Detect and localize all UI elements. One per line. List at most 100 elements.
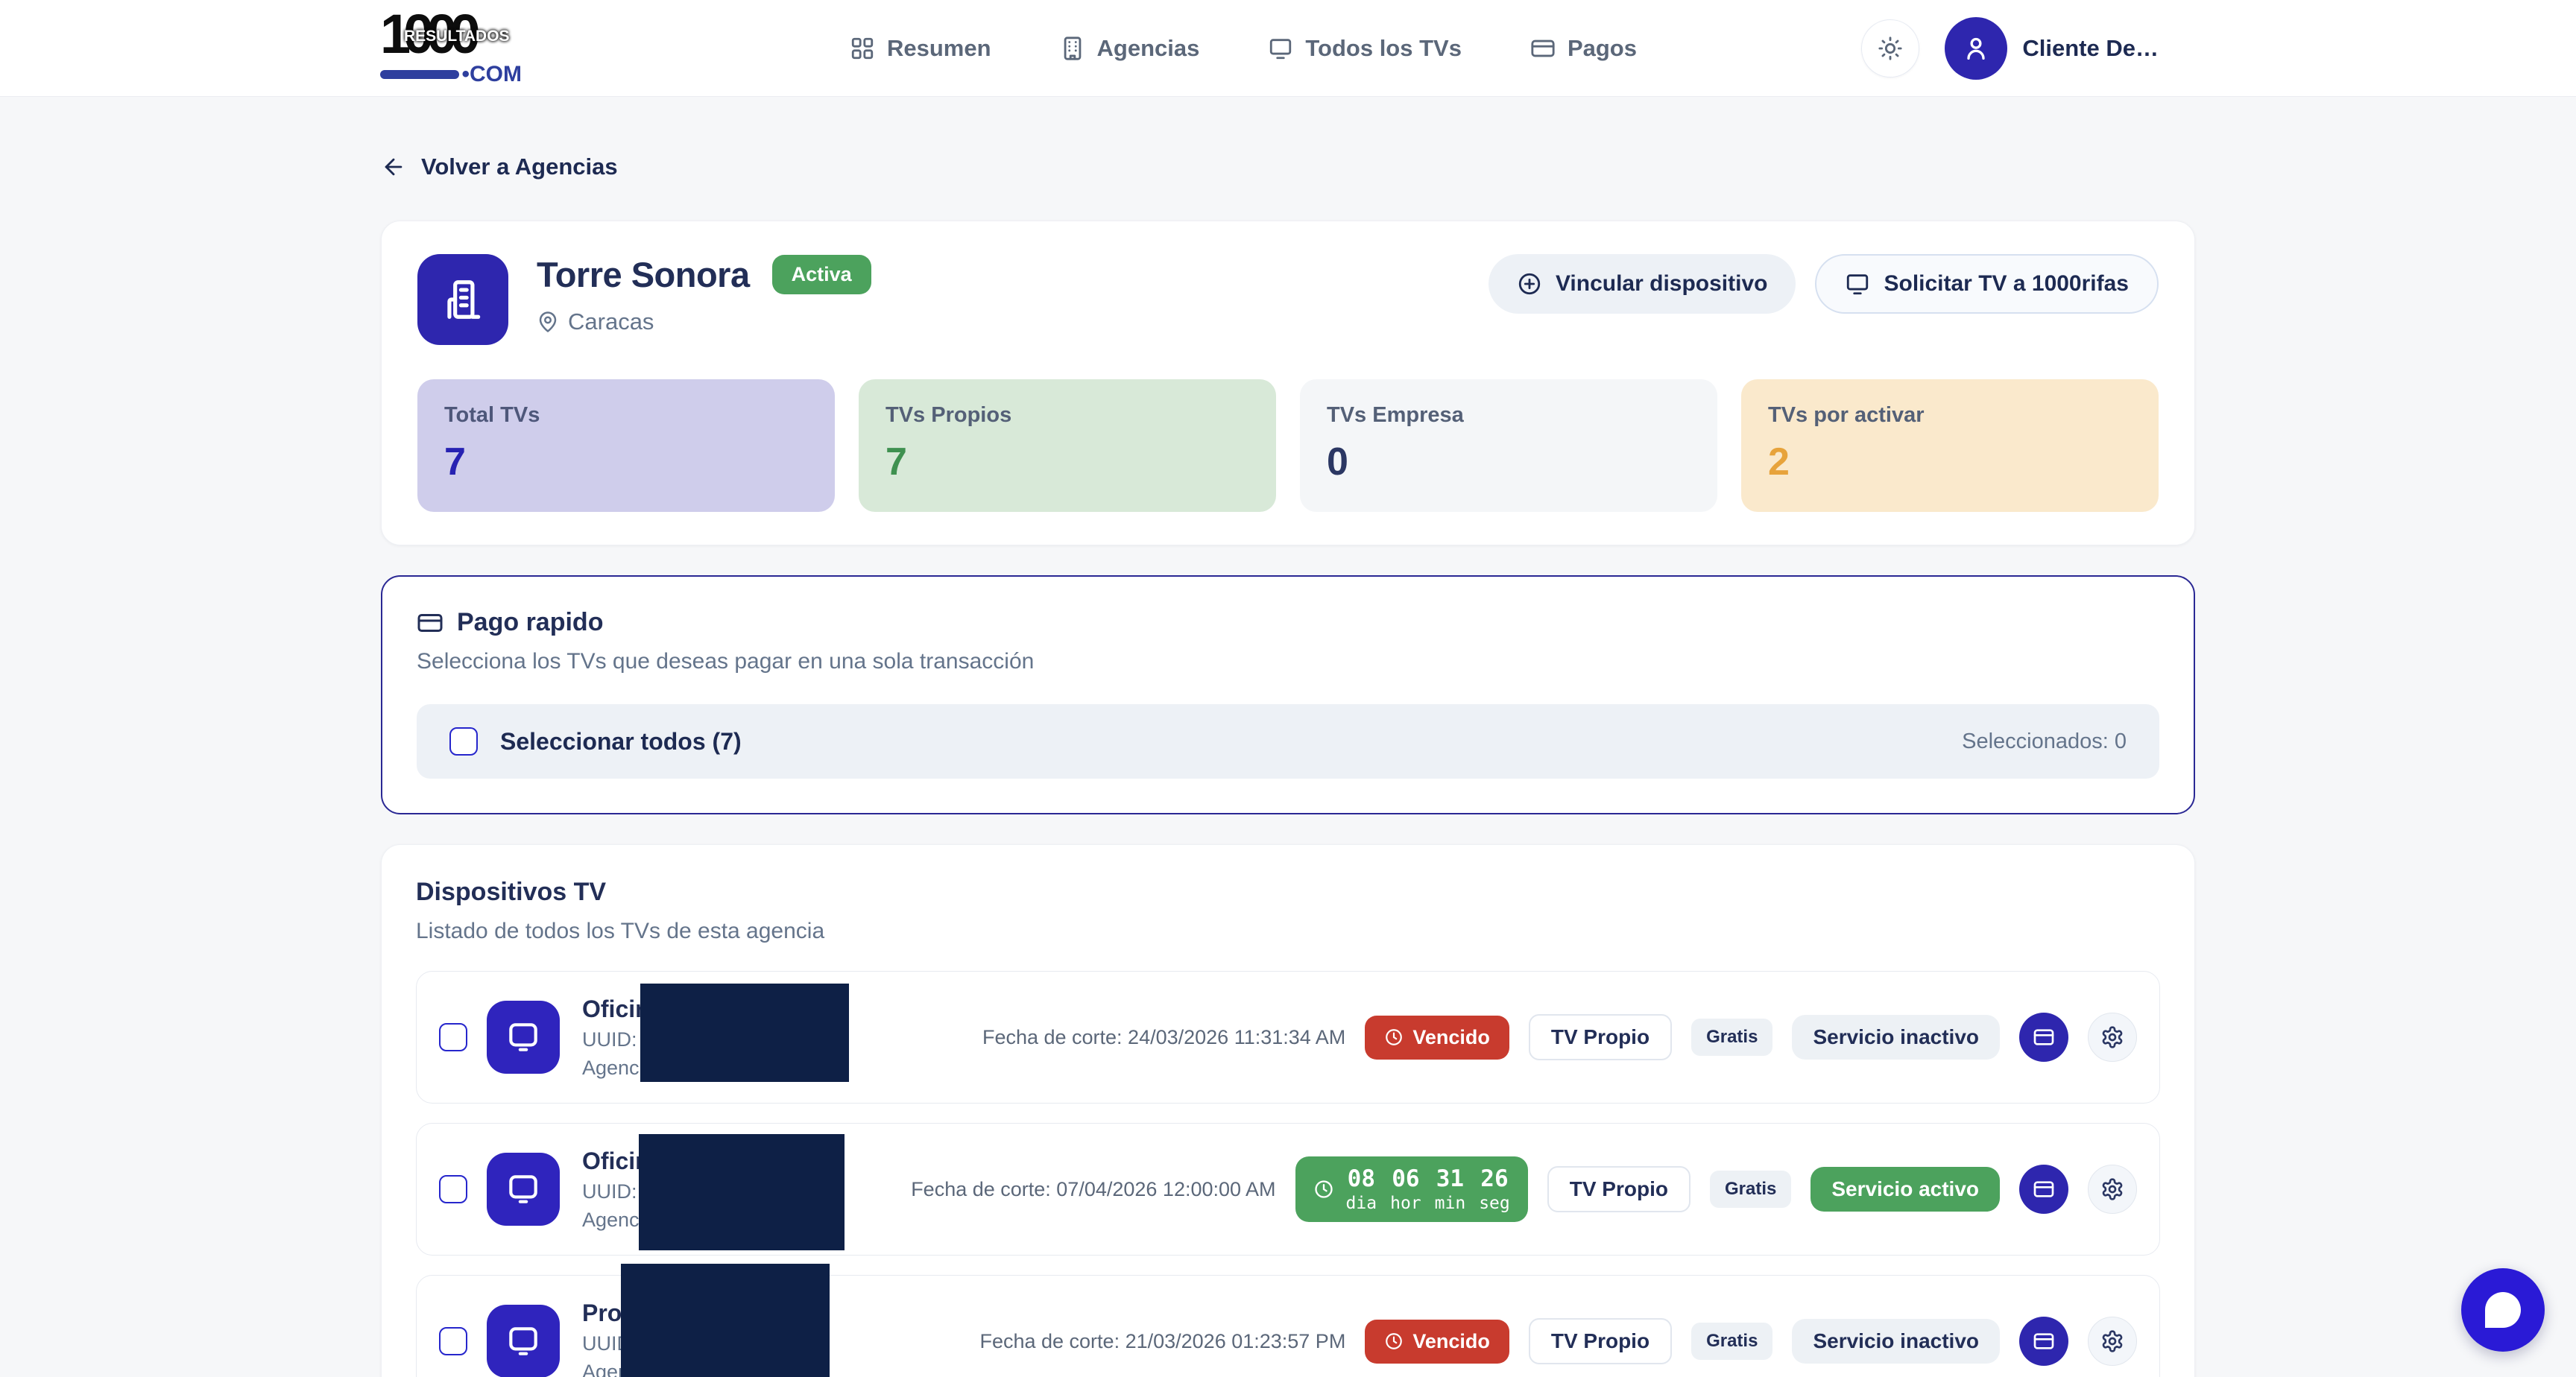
request-tv-button[interactable]: Solicitar TV a 1000rifas	[1815, 254, 2159, 314]
nav-item-todos-tvs[interactable]: Todos los TVs	[1268, 35, 1462, 62]
nav-label-todos-tvs: Todos los TVs	[1305, 34, 1462, 61]
clock-icon	[1313, 1179, 1334, 1200]
device-checkbox[interactable]	[439, 1175, 467, 1203]
device-checkbox[interactable]	[439, 1023, 467, 1051]
nav-item-agencias[interactable]: Agencias	[1060, 34, 1200, 62]
chat-bubble-icon	[2485, 1292, 2521, 1328]
service-status-badge: Servicio activo	[1811, 1167, 2000, 1212]
settings-button[interactable]	[2088, 1013, 2137, 1062]
gear-icon	[2100, 1025, 2124, 1049]
device-tile	[487, 1305, 560, 1377]
monitor-icon	[1268, 36, 1293, 61]
service-status-badge: Servicio inactivo	[1792, 1319, 2000, 1364]
plan-badge: Gratis	[1691, 1019, 1773, 1056]
monitor-icon	[1845, 271, 1870, 297]
pay-button[interactable]	[2019, 1317, 2068, 1366]
user-name-label: Cliente De…	[2022, 34, 2159, 61]
device-row: Oficina UUID: a13 Agencia: T Fecha de co…	[416, 1123, 2160, 1256]
brand-logo-com: •COM	[461, 61, 523, 86]
plan-badge: Gratis	[1691, 1323, 1773, 1360]
devices-subtitle: Listado de todos los TVs de esta agencia	[416, 919, 825, 943]
link-device-button[interactable]: Vincular dispositivo	[1488, 254, 1796, 314]
top-navbar: 1000 RESULTADOS •COM Resumen Agencias To…	[0, 0, 2576, 97]
device-row: Oficina UUID: 5b Agencia: T Fecha de cor…	[416, 971, 2160, 1104]
credit-card-icon	[2032, 1177, 2056, 1201]
brand-logo-resultados: RESULTADOS	[404, 27, 510, 45]
main-content: Volver a Agencias Torre Sonora Activa Ca…	[381, 97, 2195, 1377]
countdown-mins: 31	[1436, 1165, 1465, 1192]
stat-value: 2	[1768, 440, 1790, 484]
cutoff-date: Fecha de corte: 07/04/2026 12:00:00 AM	[911, 1177, 1276, 1200]
nav-label-agencias: Agencias	[1096, 34, 1200, 61]
cutoff-date: Fecha de corte: 24/03/2026 11:31:34 AM	[982, 1025, 1346, 1048]
agency-status-badge: Activa	[771, 255, 871, 294]
expired-badge: Vencido	[1365, 1319, 1509, 1364]
tv-type-badge: TV Propio	[1528, 1318, 1673, 1364]
chat-widget-button[interactable]	[2461, 1268, 2545, 1352]
nav-label-resumen: Resumen	[887, 34, 991, 61]
building-icon	[440, 276, 486, 323]
stat-label: TVs por activar	[1768, 403, 1925, 427]
quick-pay-title: Pago rapido	[457, 608, 604, 636]
quick-pay-subtitle: Selecciona los TVs que deseas pagar en u…	[417, 649, 1035, 674]
stat-label: TVs Propios	[886, 403, 1012, 427]
select-all-checkbox[interactable]	[449, 727, 478, 756]
countdown-secs: 26	[1480, 1165, 1509, 1192]
stat-card-tvs-por-activar: TVs por activar 2	[1741, 379, 2159, 512]
tv-icon	[505, 1171, 542, 1208]
clock-icon	[1384, 1028, 1404, 1047]
credit-card-icon	[2032, 1025, 2056, 1049]
credit-card-icon	[1530, 36, 1556, 61]
pay-button[interactable]	[2019, 1013, 2068, 1062]
tv-icon	[505, 1323, 542, 1360]
device-tile	[487, 1153, 560, 1226]
gear-icon	[2100, 1329, 2124, 1353]
user-menu[interactable]: Cliente De…	[1945, 16, 2159, 80]
tv-type-badge: TV Propio	[1547, 1166, 1690, 1212]
device-tile	[487, 1001, 560, 1074]
brand-logo-1000: 1000	[380, 2, 481, 65]
device-row: Progr UUID: 4 Agenci Fecha de corte: 21/…	[416, 1264, 2160, 1377]
countdown-mins-unit: min	[1434, 1194, 1466, 1213]
user-icon	[1961, 34, 1991, 63]
dashboard-grid-icon	[850, 36, 875, 61]
plan-badge: Gratis	[1709, 1171, 1792, 1208]
theme-toggle-button[interactable]	[1861, 19, 1920, 77]
devices-card: Dispositivos TV Listado de todos los TVs…	[381, 844, 2195, 1377]
agency-name: Torre Sonora	[537, 255, 750, 294]
pay-button[interactable]	[2019, 1165, 2068, 1214]
request-tv-label: Solicitar TV a 1000rifas	[1884, 271, 2129, 296]
selected-count-label: Seleccionados: 0	[1962, 729, 2127, 753]
stat-value: 0	[1327, 440, 1348, 484]
settings-button[interactable]	[2088, 1165, 2137, 1214]
stat-label: TVs Empresa	[1327, 403, 1464, 427]
expired-badge-label: Vencido	[1412, 1329, 1490, 1352]
countdown-days: 08	[1347, 1165, 1375, 1192]
nav-item-resumen[interactable]: Resumen	[850, 35, 991, 62]
countdown-hours: 06	[1392, 1165, 1420, 1192]
countdown-days-unit: dia	[1345, 1194, 1377, 1213]
redaction-overlay	[621, 1264, 830, 1377]
cutoff-date: Fecha de corte: 21/03/2026 01:23:57 PM	[979, 1329, 1346, 1352]
avatar	[1945, 16, 2008, 80]
brand-logo-bar	[380, 69, 459, 79]
building-icon	[1060, 36, 1085, 61]
sun-icon	[1878, 36, 1903, 61]
countdown-hours-unit: hor	[1390, 1194, 1421, 1213]
stat-value: 7	[886, 440, 907, 484]
expired-badge-label: Vencido	[1412, 1025, 1490, 1048]
nav-item-pagos[interactable]: Pagos	[1530, 35, 1637, 62]
redaction-overlay	[640, 984, 849, 1082]
tv-icon	[505, 1019, 542, 1056]
back-link-label: Volver a Agencias	[421, 153, 618, 180]
arrow-left-icon	[381, 154, 406, 180]
gear-icon	[2100, 1177, 2124, 1201]
brand-logo[interactable]: 1000 RESULTADOS •COM	[380, 2, 523, 87]
credit-card-icon	[2032, 1329, 2056, 1353]
back-to-agencies-link[interactable]: Volver a Agencias	[381, 153, 618, 180]
countdown-secs-unit: seg	[1479, 1194, 1510, 1213]
settings-button[interactable]	[2088, 1317, 2137, 1366]
stat-card-tvs-propios: TVs Propios 7	[859, 379, 1276, 512]
device-checkbox[interactable]	[439, 1327, 467, 1355]
select-all-bar: Seleccionar todos (7) Seleccionados: 0	[417, 704, 2159, 779]
